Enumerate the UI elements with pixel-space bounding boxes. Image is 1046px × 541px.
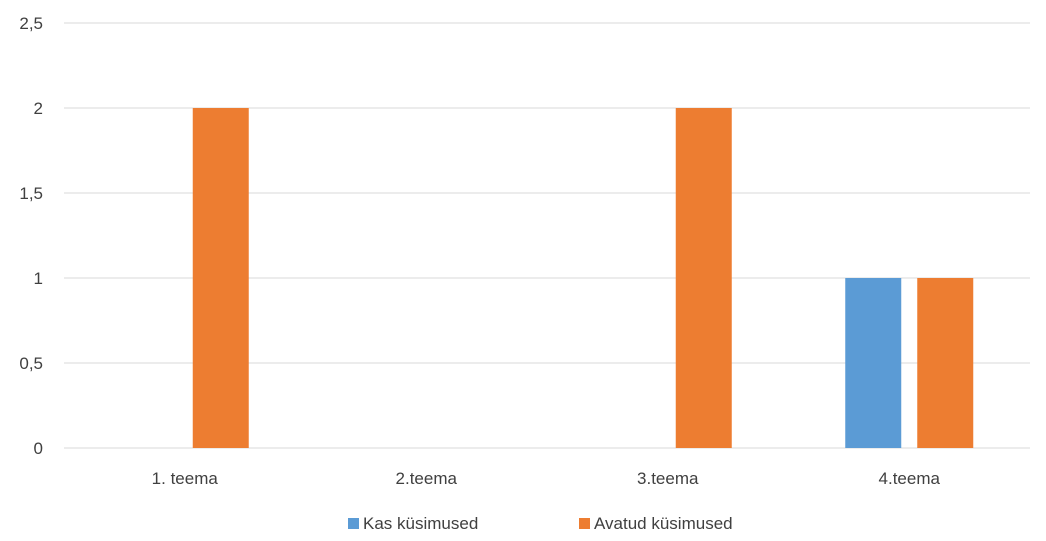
y-tick-label: 2 [34,99,43,118]
y-tick-label: 1 [34,269,43,288]
y-tick-label: 0,5 [19,354,43,373]
legend-swatch [348,518,359,529]
x-tick-label: 1. teema [152,469,219,488]
bars [192,108,974,448]
y-tick-label: 1,5 [19,184,43,203]
y-tick-label: 2,5 [19,14,43,33]
bar-avatud-kusimused [917,278,974,448]
bar-avatud-kusimused [675,108,732,448]
legend-label: Kas küsimused [363,514,478,533]
x-tick-label: 3.teema [637,469,699,488]
bar-kas-kusimused [845,278,902,448]
x-tick-label: 4.teema [879,469,941,488]
legend-swatch [579,518,590,529]
x-axis: 1. teema 2.teema 3.teema 4.teema [152,469,941,488]
y-tick-label: 0 [34,439,43,458]
bar-avatud-kusimused [192,108,249,448]
legend-label: Avatud küsimused [594,514,733,533]
y-axis: 0 0,5 1 1,5 2 2,5 [19,14,43,458]
x-tick-label: 2.teema [396,469,458,488]
legend: Kas küsimused Avatud küsimused [348,514,733,533]
